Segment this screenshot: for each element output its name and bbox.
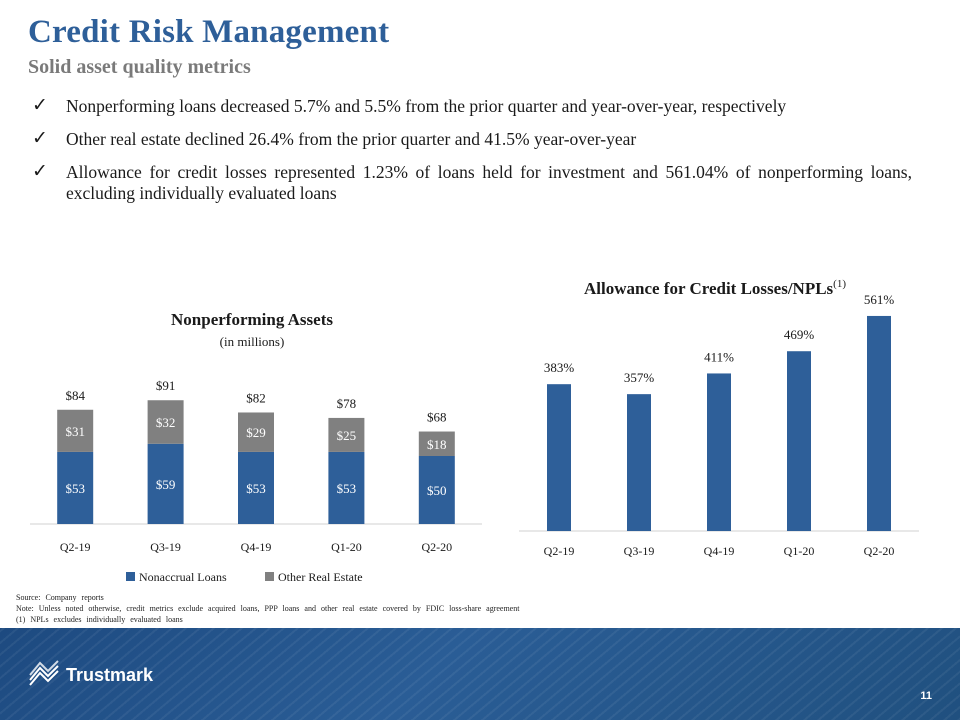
chart-title-text: Allowance for Credit Losses/NPLs bbox=[584, 279, 834, 298]
x-tick-label: Q2-19 bbox=[544, 544, 575, 558]
chart-title: Nonperforming Assets bbox=[171, 310, 333, 329]
x-tick-label: Q2-20 bbox=[421, 540, 452, 554]
data-label: $59 bbox=[156, 477, 176, 492]
bar-allowance-ratio bbox=[867, 315, 891, 531]
data-label: $50 bbox=[427, 483, 447, 498]
bar-other-real-estate bbox=[57, 409, 94, 452]
x-tick-label: Q4-19 bbox=[704, 544, 735, 558]
data-label: 383% bbox=[544, 360, 575, 375]
data-label: $53 bbox=[337, 481, 357, 496]
data-label: $25 bbox=[337, 428, 357, 443]
page-subtitle: Solid asset quality metrics bbox=[28, 56, 251, 78]
trustmark-logo: Trustmark bbox=[26, 658, 153, 692]
bar-nonaccrual bbox=[238, 451, 274, 524]
checkmark-icon: ✓ bbox=[32, 127, 48, 149]
trustmark-logo-icon bbox=[29, 660, 59, 686]
footnote-1: (1) NPLs excludes individually evaluated… bbox=[16, 615, 183, 624]
data-label: 411% bbox=[704, 349, 734, 364]
data-label: $31 bbox=[65, 424, 85, 439]
bar-other-real-estate bbox=[147, 400, 184, 444]
bar-nonaccrual bbox=[57, 451, 94, 524]
data-label: $53 bbox=[246, 481, 266, 496]
data-label: 469% bbox=[784, 327, 815, 342]
x-tick-label: Q2-20 bbox=[864, 544, 895, 558]
bullet-text: Nonperforming loans decreased 5.7% and 5… bbox=[66, 96, 787, 116]
bullet-text: Allowance for credit losses represented … bbox=[66, 162, 912, 203]
x-tick-label: Q3-19 bbox=[150, 540, 181, 554]
chart-title-superscript: (1) bbox=[833, 278, 846, 290]
bullet-list: ✓ Nonperforming loans decreased 5.7% and … bbox=[32, 94, 912, 216]
total-label: $78 bbox=[337, 396, 357, 411]
bar-other-real-estate bbox=[328, 417, 365, 452]
data-label: 357% bbox=[624, 370, 655, 385]
legend-label-ore: Other Real Estate bbox=[278, 570, 363, 584]
total-label: $68 bbox=[427, 410, 447, 425]
chart-title: Allowance for Credit Losses/NPLs(1) bbox=[584, 278, 846, 298]
bar-other-real-estate bbox=[418, 431, 455, 456]
footer-pattern bbox=[0, 628, 960, 720]
bar-allowance-ratio bbox=[627, 394, 651, 531]
data-label: $18 bbox=[427, 437, 447, 452]
chart-legend: Nonaccrual Loans Other Real Estate bbox=[126, 570, 363, 584]
x-tick-label: Q1-20 bbox=[331, 540, 362, 554]
legend-swatch-nonaccrual bbox=[126, 572, 135, 581]
bar-nonaccrual bbox=[147, 443, 184, 524]
checkmark-icon: ✓ bbox=[32, 94, 48, 116]
logo-wordmark: Trustmark bbox=[66, 664, 154, 685]
legend-label-nonaccrual: Nonaccrual Loans bbox=[139, 570, 227, 584]
bullet-text: Other real estate declined 26.4% from th… bbox=[66, 129, 637, 149]
x-tick-label: Q2-19 bbox=[60, 540, 91, 554]
nonperforming-assets-chart: Nonperforming Assets (in millions) $53 $3… bbox=[30, 310, 482, 584]
total-label: $84 bbox=[65, 388, 85, 403]
allowance-npl-chart: Allowance for Credit Losses/NPLs(1) 383%… bbox=[519, 278, 919, 558]
total-label: $91 bbox=[156, 378, 176, 393]
bullet-item: ✓ Nonperforming loans decreased 5.7% and … bbox=[32, 94, 912, 117]
x-tick-label: Q1-20 bbox=[784, 544, 815, 558]
bullet-item: ✓ Allowance for credit losses represented… bbox=[32, 160, 912, 204]
page-title: Credit Risk Management bbox=[28, 14, 390, 50]
bar-nonaccrual bbox=[328, 451, 365, 524]
x-tick-label: Q4-19 bbox=[241, 540, 272, 554]
legend-swatch-ore bbox=[265, 572, 274, 581]
bar-allowance-ratio bbox=[707, 373, 731, 531]
source-note: Source: Company reports bbox=[16, 593, 104, 602]
bar-nonaccrual bbox=[418, 456, 455, 524]
data-label: $29 bbox=[246, 425, 266, 440]
bar-allowance-ratio bbox=[547, 384, 571, 531]
chart-subtitle: (in millions) bbox=[220, 334, 285, 349]
page-number: 11 bbox=[920, 690, 932, 702]
data-label: $32 bbox=[156, 415, 176, 430]
footnotes: Source: Company reports Note: Unless not… bbox=[16, 592, 519, 625]
bullet-item: ✓ Other real estate declined 26.4% from t… bbox=[32, 127, 912, 150]
footer-banner: Trustmark 11 bbox=[0, 628, 960, 720]
data-label: $53 bbox=[65, 481, 85, 496]
checkmark-icon: ✓ bbox=[32, 160, 48, 182]
data-label: 561% bbox=[864, 292, 895, 307]
bar-other-real-estate bbox=[238, 412, 274, 452]
x-tick-label: Q3-19 bbox=[624, 544, 655, 558]
bar-allowance-ratio bbox=[787, 351, 811, 531]
total-label: $82 bbox=[246, 390, 266, 405]
general-note: Note: Unless noted otherwise, credit met… bbox=[16, 604, 520, 613]
